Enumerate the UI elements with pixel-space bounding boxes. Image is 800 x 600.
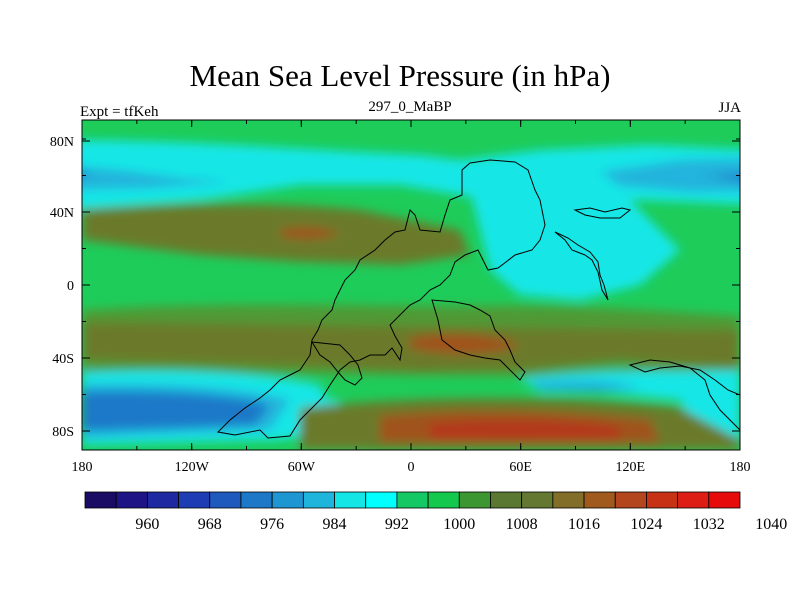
lat-tick-label: 40S	[52, 352, 74, 367]
continent-outline-6	[311, 341, 363, 386]
lat-tick-label: 40N	[50, 206, 74, 221]
continent-outline-3	[554, 231, 609, 301]
southern-high-core	[410, 333, 520, 354]
colorbar-swatch	[677, 491, 710, 509]
colorbar-swatch	[552, 491, 585, 509]
subtropical-high-core-north	[280, 227, 340, 239]
north-atlantic-low	[600, 158, 740, 192]
colorbar-swatch	[490, 491, 523, 509]
pressure-field	[82, 120, 740, 450]
colorbar-label: 1032	[693, 516, 725, 533]
colorbar-label: 1024	[630, 516, 662, 533]
colorbar-swatch	[302, 491, 335, 509]
southern-ocean-low-core	[82, 391, 270, 430]
colorbar-label: 976	[260, 516, 284, 533]
lat-tick-label: 80S	[52, 425, 74, 440]
colorbar-swatch	[521, 491, 554, 509]
colorbar-label: 1016	[568, 516, 600, 533]
colorbar-label: 1040	[755, 516, 787, 533]
colorbar-swatch	[708, 491, 741, 509]
colorbar-label: 1000	[443, 516, 475, 533]
continent-outline-1	[216, 159, 546, 439]
chart-title: Mean Sea Level Pressure (in hPa)	[189, 58, 611, 93]
lon-tick-label: 180	[72, 460, 93, 475]
polar-high-core	[430, 420, 620, 440]
colorbar-swatch	[240, 491, 273, 509]
colorbar-label: 968	[198, 516, 222, 533]
lon-tick-label: 0	[408, 460, 415, 475]
colorbar-swatch	[458, 491, 491, 509]
colorbar-swatch	[646, 491, 679, 509]
lon-tick-label: 120E	[616, 460, 646, 475]
lat-tick-label: 80N	[50, 135, 74, 150]
season-label: JJA	[718, 100, 741, 116]
colorbar-swatch	[396, 491, 429, 509]
southern-transition-band	[82, 304, 740, 330]
colorbar-label: 984	[323, 516, 347, 533]
colorbar-swatch	[365, 491, 398, 509]
north-low-core-east	[705, 173, 740, 182]
period-label: 297_0_MaBP	[368, 99, 452, 115]
colorbar-label: 960	[135, 516, 159, 533]
southern-ocean-low-east-core	[530, 380, 640, 392]
lon-tick-label: 180	[730, 460, 751, 475]
colorbar-swatch	[334, 491, 367, 509]
colorbar-swatch	[209, 491, 242, 509]
colorbar-swatch	[115, 491, 148, 509]
lon-tick-label: 60W	[288, 460, 316, 475]
continental-low	[455, 164, 680, 300]
colorbar-swatch	[427, 491, 460, 509]
lon-tick-label: 120W	[175, 460, 210, 475]
experiment-label: Expt = tfKeh	[80, 104, 159, 120]
colorbar-swatch	[84, 491, 117, 509]
axis-ticks: 80N 40N 0 40S 80S 180 120W 60W 0 60E 120E 180	[50, 120, 751, 475]
colorbar-swatch	[146, 491, 179, 509]
colorbar-swatch	[178, 491, 211, 509]
colorbar-label: 1008	[506, 516, 538, 533]
colorbar-label: 992	[385, 516, 409, 533]
north-pacific-low	[82, 166, 230, 190]
lat-tick-label: 0	[67, 279, 74, 294]
continent-outline-5	[628, 359, 740, 431]
coastlines	[216, 159, 740, 439]
lon-tick-label: 60E	[509, 460, 532, 475]
colorbar-swatch	[614, 491, 647, 509]
colorbar: 960 968 976 984 992 1000 1008 1016 1024 1032 1040	[84, 491, 787, 533]
subtropical-high-north	[82, 204, 470, 265]
continent-outline-4	[573, 207, 632, 219]
colorbar-swatch	[583, 491, 616, 509]
colorbar-swatch	[271, 491, 304, 509]
continent-outline-2	[431, 299, 526, 381]
